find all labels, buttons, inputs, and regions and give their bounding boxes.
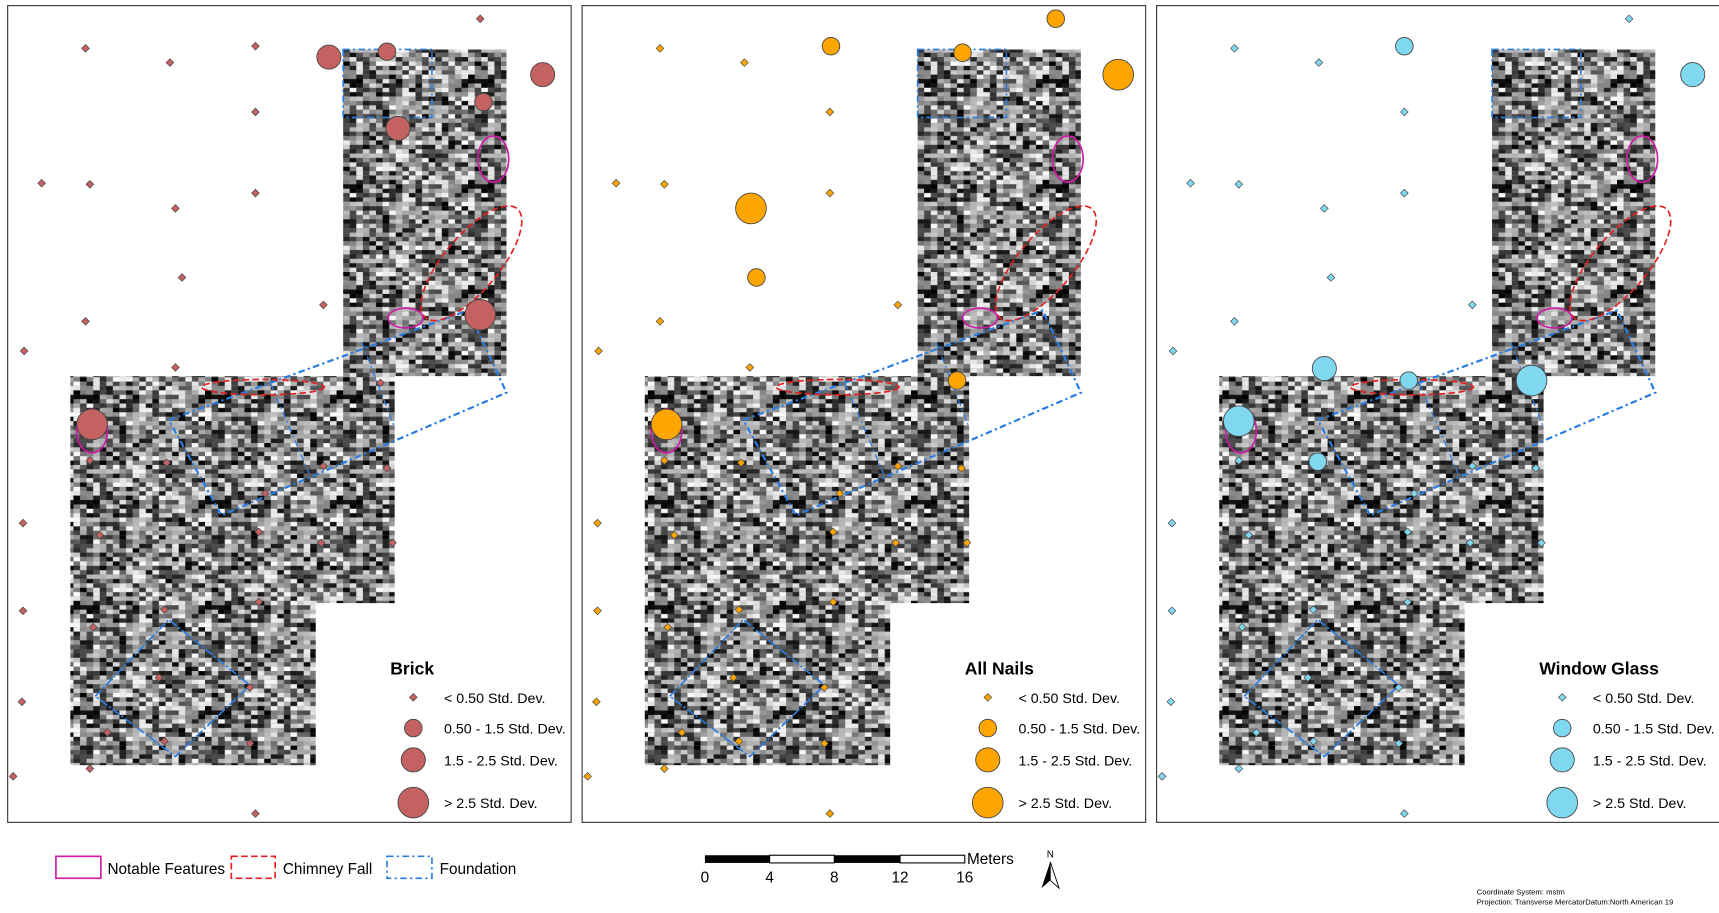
map-panel: Brick < 0.50 Std. Dev. 0.50 - 1.5 Std. Dev… bbox=[8, 6, 571, 823]
legend-label: 1.5 - 2.5 Std. Dev. bbox=[1593, 753, 1707, 769]
artifact-point bbox=[1312, 356, 1336, 380]
notable-features-swatch bbox=[56, 856, 101, 878]
legend-label: > 2.5 Std. Dev. bbox=[1018, 796, 1112, 812]
legend-label: 0.50 - 1.5 Std. Dev. bbox=[444, 722, 566, 738]
legend-label: 0.50 - 1.5 Std. Dev. bbox=[1593, 722, 1715, 738]
scale-label: 8 bbox=[830, 870, 839, 887]
artifact-point bbox=[398, 787, 429, 818]
artifact-point bbox=[972, 787, 1003, 818]
scale-unit: Meters bbox=[967, 851, 1014, 868]
artifact-point bbox=[475, 93, 493, 111]
legend-label: Notable Features bbox=[107, 861, 225, 878]
legend-label: 1.5 - 2.5 Std. Dev. bbox=[1018, 753, 1132, 769]
artifact-point bbox=[531, 63, 555, 87]
north-arrow-left bbox=[1041, 862, 1050, 888]
artifact-point bbox=[976, 748, 1000, 772]
artifact-point bbox=[1396, 37, 1414, 55]
legend-label: > 2.5 Std. Dev. bbox=[444, 796, 538, 812]
legend-label: < 0.50 Std. Dev. bbox=[444, 691, 546, 707]
north-arrow: N bbox=[1041, 849, 1059, 888]
foundation-swatch bbox=[387, 856, 432, 878]
artifact-point bbox=[1553, 719, 1571, 737]
scale-segment bbox=[705, 855, 770, 863]
figure: Brick < 0.50 Std. Dev. 0.50 - 1.5 Std. Dev… bbox=[0, 0, 1719, 908]
bottom-legend: Notable Features Chimney Fall Foundation… bbox=[56, 849, 1673, 906]
artifact-point bbox=[405, 719, 423, 737]
map-panel: All Nails < 0.50 Std. Dev. 0.50 - 1.5 Std.… bbox=[582, 6, 1145, 823]
artifact-point bbox=[1550, 748, 1574, 772]
legend-title: Window Glass bbox=[1539, 658, 1659, 678]
artifact-point bbox=[822, 37, 840, 55]
scale-bar: 0 4 8 12 16 Meters bbox=[701, 851, 1014, 887]
legend-label: Chimney Fall bbox=[283, 861, 372, 878]
legend-title: Brick bbox=[390, 658, 434, 678]
projection: Projection: Transverse MercatorDatum:Nor… bbox=[1477, 898, 1674, 907]
artifact-point bbox=[948, 372, 966, 390]
scale-label: 4 bbox=[765, 870, 774, 887]
artifact-point bbox=[401, 748, 425, 772]
map-panel: Window Glass < 0.50 Std. Dev. 0.50 - 1.5 S… bbox=[1157, 6, 1719, 823]
chimney-fall-swatch bbox=[231, 856, 275, 878]
artifact-point bbox=[1547, 787, 1578, 818]
artifact-point bbox=[1681, 63, 1705, 87]
legend-label: < 0.50 Std. Dev. bbox=[1018, 691, 1120, 707]
artifact-point bbox=[1309, 453, 1327, 471]
panels: Brick < 0.50 Std. Dev. 0.50 - 1.5 Std. Dev… bbox=[8, 6, 1719, 823]
artifact-point bbox=[736, 193, 767, 224]
scale-label: 16 bbox=[956, 870, 973, 887]
scale-segment bbox=[900, 855, 965, 863]
artifact-point bbox=[1103, 59, 1134, 90]
north-label: N bbox=[1047, 849, 1054, 860]
artifact-point bbox=[1516, 365, 1547, 396]
north-arrow-right bbox=[1050, 862, 1059, 888]
legend-label: Foundation bbox=[440, 861, 517, 878]
artifact-point bbox=[651, 409, 682, 440]
artifact-point bbox=[979, 719, 997, 737]
legend-label: < 0.50 Std. Dev. bbox=[1593, 691, 1695, 707]
legend-label: 1.5 - 2.5 Std. Dev. bbox=[444, 753, 558, 769]
artifact-point bbox=[465, 299, 496, 330]
scale-segment bbox=[770, 855, 835, 863]
artifact-point bbox=[1047, 10, 1065, 28]
artifact-point bbox=[1223, 406, 1254, 437]
artifact-point bbox=[77, 409, 108, 440]
artifact-point bbox=[378, 43, 396, 61]
legend-title: All Nails bbox=[965, 658, 1034, 678]
page: { "panels": [ {"title": "Brick", "color"… bbox=[0, 0, 1719, 908]
artifact-point bbox=[386, 116, 410, 140]
artifact-point bbox=[317, 45, 341, 69]
artifact-point bbox=[748, 269, 766, 287]
scale-label: 0 bbox=[701, 870, 710, 887]
coordinate-system: Coordinate System: mstm bbox=[1477, 888, 1565, 897]
artifact-point bbox=[954, 44, 972, 62]
legend-label: > 2.5 Std. Dev. bbox=[1593, 796, 1687, 812]
scale-label: 12 bbox=[892, 870, 909, 887]
legend-label: 0.50 - 1.5 Std. Dev. bbox=[1018, 722, 1140, 738]
artifact-point bbox=[1400, 372, 1418, 390]
scale-segment bbox=[834, 855, 900, 863]
